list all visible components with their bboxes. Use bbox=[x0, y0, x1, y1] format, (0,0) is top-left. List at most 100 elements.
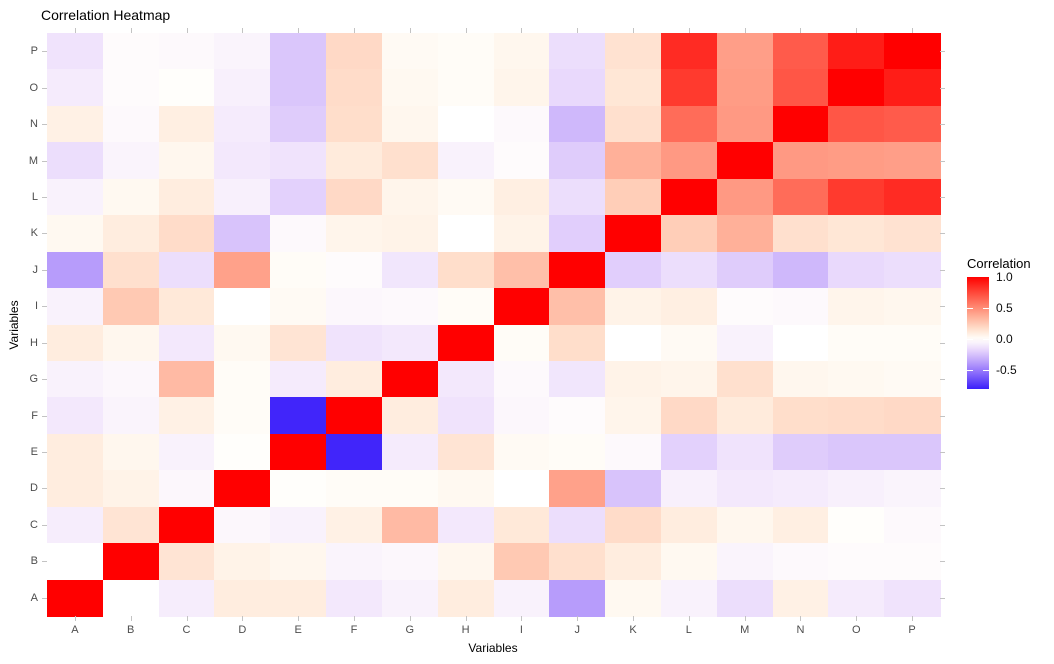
y-axis-label: M bbox=[28, 154, 38, 167]
heatmap-cell bbox=[772, 579, 829, 617]
heatmap-cell bbox=[772, 543, 829, 581]
heatmap-cell bbox=[493, 142, 550, 180]
heatmap-cell bbox=[828, 33, 885, 70]
heatmap-cell bbox=[214, 397, 271, 435]
heatmap-cell bbox=[828, 105, 885, 143]
y-axis-label: D bbox=[30, 482, 38, 495]
heatmap-cell bbox=[270, 324, 327, 362]
heatmap-cell bbox=[828, 579, 885, 617]
heatmap-cell bbox=[47, 470, 104, 508]
heatmap-cell bbox=[493, 433, 550, 471]
axis-tick-mark bbox=[912, 616, 914, 621]
heatmap-cell bbox=[437, 105, 494, 143]
heatmap-cell bbox=[158, 251, 215, 289]
heatmap-cell bbox=[605, 433, 662, 471]
axis-tick-mark bbox=[42, 306, 47, 308]
axis-tick-mark bbox=[242, 28, 244, 33]
heatmap-cell bbox=[772, 470, 829, 508]
heatmap-cell bbox=[549, 579, 606, 617]
heatmap-cell bbox=[660, 360, 718, 398]
axis-tick-mark bbox=[940, 452, 945, 454]
heatmap-cell bbox=[605, 579, 662, 617]
y-axis-label: B bbox=[30, 555, 38, 568]
legend-tick-label: -0.5 bbox=[996, 363, 1017, 378]
axis-tick-mark bbox=[940, 196, 945, 198]
heatmap-cell bbox=[270, 506, 327, 544]
heatmap-cell bbox=[437, 470, 494, 508]
x-axis-label: I bbox=[519, 624, 523, 636]
heatmap-panel bbox=[47, 33, 941, 617]
heatmap-cell bbox=[772, 397, 829, 435]
heatmap-cell bbox=[270, 397, 327, 435]
axis-tick-mark bbox=[577, 616, 579, 621]
heatmap-cell bbox=[549, 288, 606, 325]
heatmap-cell bbox=[326, 178, 383, 216]
axis-tick-mark bbox=[744, 616, 746, 621]
heatmap-cell bbox=[158, 69, 215, 107]
legend-colorbar bbox=[967, 277, 989, 389]
y-axis-label: I bbox=[34, 300, 38, 313]
heatmap-cell bbox=[772, 324, 829, 362]
heatmap-cell bbox=[381, 142, 439, 180]
heatmap-cell bbox=[381, 579, 439, 617]
x-axis-label: C bbox=[182, 624, 191, 636]
axis-tick-mark bbox=[186, 616, 188, 621]
heatmap-cell bbox=[493, 33, 550, 70]
heatmap-cell bbox=[605, 105, 662, 143]
x-axis-label: K bbox=[629, 624, 637, 636]
axis-tick-mark bbox=[42, 561, 47, 563]
heatmap-cell bbox=[884, 543, 941, 581]
heatmap-cell bbox=[660, 324, 718, 362]
heatmap-cell bbox=[381, 360, 439, 398]
heatmap-cell bbox=[493, 178, 550, 216]
axis-tick-mark bbox=[42, 269, 47, 271]
axis-tick-mark bbox=[465, 28, 467, 33]
heatmap-cell bbox=[102, 288, 160, 325]
heatmap-cell bbox=[381, 178, 439, 216]
axis-tick-mark bbox=[42, 87, 47, 89]
y-axis-label: N bbox=[30, 118, 38, 131]
heatmap-cell bbox=[884, 288, 941, 325]
heatmap-cell bbox=[381, 33, 439, 70]
heatmap-cell bbox=[326, 33, 383, 70]
axis-tick-mark bbox=[940, 124, 945, 126]
axis-tick-mark bbox=[633, 616, 635, 621]
heatmap-cell bbox=[437, 397, 494, 435]
heatmap-cell bbox=[828, 142, 885, 180]
legend-tick-dash bbox=[983, 339, 989, 341]
heatmap-cell bbox=[47, 506, 104, 544]
heatmap-cell bbox=[326, 543, 383, 581]
axis-tick-mark bbox=[42, 160, 47, 162]
heatmap-cell bbox=[158, 360, 215, 398]
heatmap-cell bbox=[326, 142, 383, 180]
heatmap-cell bbox=[47, 543, 104, 581]
heatmap-cell bbox=[102, 105, 160, 143]
heatmap-cell bbox=[381, 288, 439, 325]
x-axis-title: Variables bbox=[468, 641, 518, 655]
axis-tick-mark bbox=[940, 597, 945, 599]
x-axis-label: G bbox=[405, 624, 415, 636]
heatmap-cell bbox=[326, 251, 383, 289]
heatmap-cell bbox=[493, 506, 550, 544]
heatmap-cell bbox=[102, 33, 160, 70]
heatmap-cell bbox=[102, 543, 160, 581]
heatmap-cell bbox=[102, 433, 160, 471]
heatmap-cell bbox=[214, 288, 271, 325]
heatmap-cell bbox=[716, 251, 774, 289]
heatmap-cell bbox=[716, 360, 774, 398]
heatmap-cell bbox=[270, 433, 327, 471]
heatmap-cell bbox=[828, 470, 885, 508]
axis-tick-mark bbox=[940, 379, 945, 381]
heatmap-cell bbox=[270, 178, 327, 216]
heatmap-cell bbox=[716, 215, 774, 253]
heatmap-cell bbox=[326, 360, 383, 398]
heatmap-cell bbox=[47, 33, 104, 70]
heatmap-cell bbox=[605, 324, 662, 362]
axis-tick-mark bbox=[42, 379, 47, 381]
heatmap-cell bbox=[884, 506, 941, 544]
heatmap-cell bbox=[381, 433, 439, 471]
heatmap-cell bbox=[828, 178, 885, 216]
axis-tick-mark bbox=[353, 28, 355, 33]
heatmap-cell bbox=[884, 33, 941, 70]
heatmap-cell bbox=[47, 360, 104, 398]
